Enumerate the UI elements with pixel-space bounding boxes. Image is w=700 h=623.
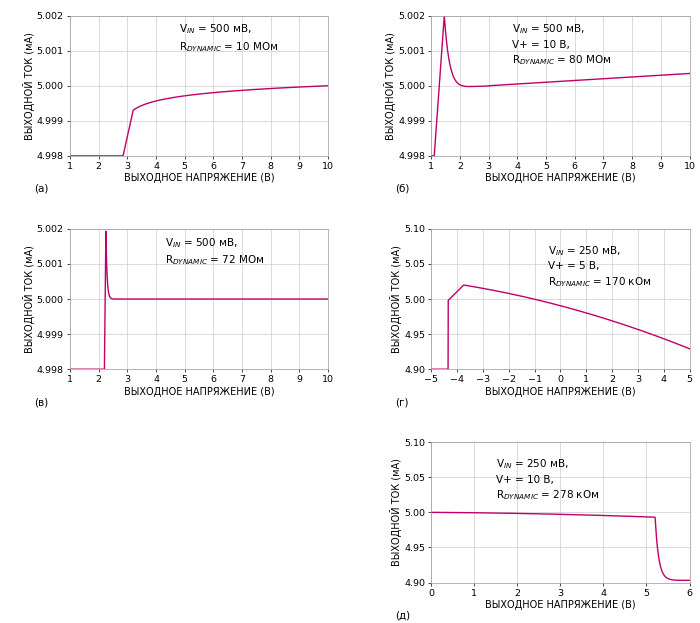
Text: (а): (а) — [34, 184, 48, 194]
Text: V$_{IN}$ = 500 мВ,
R$_{DYNAMIC}$ = 10 МОм: V$_{IN}$ = 500 мВ, R$_{DYNAMIC}$ = 10 МО… — [179, 22, 279, 54]
Y-axis label: ВЫХОДНОЙ ТОК (мА): ВЫХОДНОЙ ТОК (мА) — [390, 459, 402, 566]
Y-axis label: ВЫХОДНОЙ ТОК (мА): ВЫХОДНОЙ ТОК (мА) — [22, 32, 35, 140]
Y-axis label: ВЫХОДНОЙ ТОК (мА): ВЫХОДНОЙ ТОК (мА) — [22, 245, 35, 353]
Y-axis label: ВЫХОДНОЙ ТОК (мА): ВЫХОДНОЙ ТОК (мА) — [384, 32, 396, 140]
Text: (д): (д) — [395, 611, 410, 621]
X-axis label: ВЫХОДНОЕ НАПРЯЖЕНИЕ (В): ВЫХОДНОЕ НАПРЯЖЕНИЕ (В) — [485, 600, 636, 610]
Text: V$_{IN}$ = 500 мВ,
R$_{DYNAMIC}$ = 72 МОм: V$_{IN}$ = 500 мВ, R$_{DYNAMIC}$ = 72 МО… — [164, 236, 264, 267]
X-axis label: ВЫХОДНОЕ НАПРЯЖЕНИЕ (В): ВЫХОДНОЕ НАПРЯЖЕНИЕ (В) — [485, 173, 636, 183]
Text: V$_{IN}$ = 250 мВ,
V+ = 5 В,
R$_{DYNAMIC}$ = 170 кОм: V$_{IN}$ = 250 мВ, V+ = 5 В, R$_{DYNAMIC… — [547, 244, 651, 289]
X-axis label: ВЫХОДНОЕ НАПРЯЖЕНИЕ (В): ВЫХОДНОЕ НАПРЯЖЕНИЕ (В) — [124, 386, 274, 397]
Y-axis label: ВЫХОДНОЙ ТОК (мА): ВЫХОДНОЙ ТОК (мА) — [390, 245, 402, 353]
Text: (г): (г) — [395, 397, 409, 407]
Text: V$_{IN}$ = 500 мВ,
V+ = 10 В,
R$_{DYNAMIC}$ = 80 МОм: V$_{IN}$ = 500 мВ, V+ = 10 В, R$_{DYNAMI… — [512, 22, 611, 67]
Text: (б): (б) — [395, 184, 409, 194]
X-axis label: ВЫХОДНОЕ НАПРЯЖЕНИЕ (В): ВЫХОДНОЕ НАПРЯЖЕНИЕ (В) — [124, 173, 274, 183]
Text: (в): (в) — [34, 397, 48, 407]
Text: V$_{IN}$ = 250 мВ,
V+ = 10 В,
R$_{DYNAMIC}$ = 278 кОм: V$_{IN}$ = 250 мВ, V+ = 10 В, R$_{DYNAMI… — [496, 458, 599, 502]
X-axis label: ВЫХОДНОЕ НАПРЯЖЕНИЕ (В): ВЫХОДНОЕ НАПРЯЖЕНИЕ (В) — [485, 386, 636, 397]
